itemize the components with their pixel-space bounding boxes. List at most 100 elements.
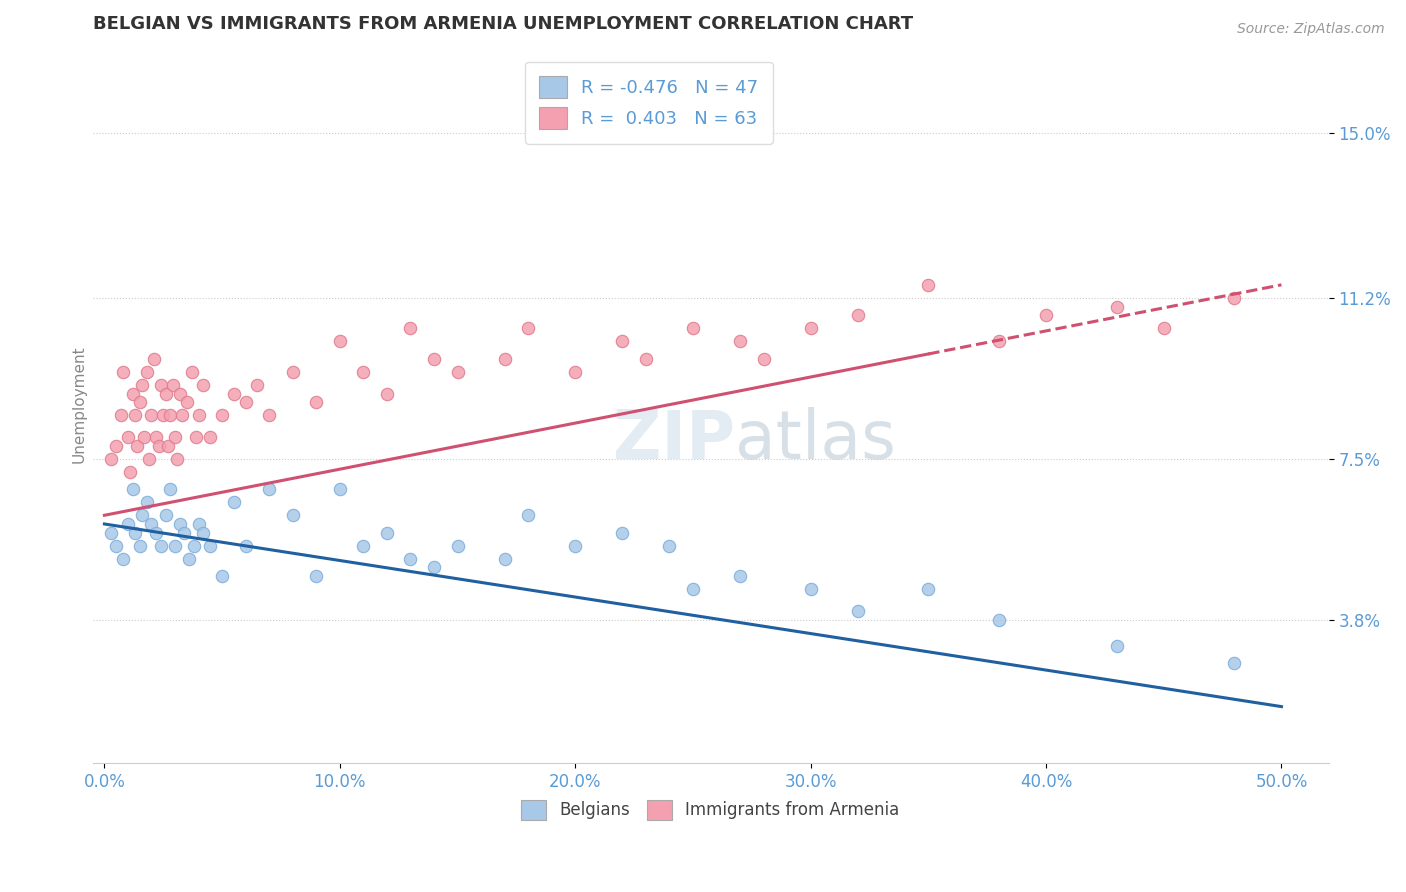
Point [728,334,751,349]
Point [138,451,160,466]
Point [169,516,191,531]
Text: Source: ZipAtlas.com: Source: ZipAtlas.com [1237,22,1385,37]
Point [257,482,280,496]
Point [446,365,468,379]
Point [1223,291,1246,305]
Point [145,430,167,444]
Point [155,386,177,401]
Point [222,386,245,401]
Point [752,351,775,366]
Point [110,409,132,423]
Point [375,386,398,401]
Point [117,516,139,531]
Point [148,439,170,453]
Point [517,508,540,523]
Point [163,430,186,444]
Point [399,321,422,335]
Point [211,569,233,583]
Point [564,539,586,553]
Point [846,308,869,322]
Point [235,395,257,409]
Point [375,525,398,540]
Point [131,377,153,392]
Point [117,430,139,444]
Point [281,508,304,523]
Point [173,525,195,540]
Point [1223,656,1246,670]
Point [149,377,172,392]
Point [183,539,205,553]
Point [155,508,177,523]
Point [159,409,181,423]
Point [105,539,128,553]
Point [156,439,179,453]
Point [494,351,516,366]
Point [1105,639,1128,653]
Point [145,525,167,540]
Point [917,277,939,292]
Legend: Belgians, Immigrants from Armenia: Belgians, Immigrants from Armenia [515,793,907,827]
Point [494,551,516,566]
Point [305,395,328,409]
Point [728,569,751,583]
Point [305,569,328,583]
Point [172,409,194,423]
Point [169,386,191,401]
Point [193,377,215,392]
Point [163,539,186,553]
Point [112,365,135,379]
Text: ZIP: ZIP [613,408,735,474]
Point [179,551,201,566]
Point [141,516,163,531]
Point [124,409,146,423]
Point [352,365,374,379]
Point [987,613,1010,627]
Point [187,409,209,423]
Point [800,582,823,597]
Point [186,430,208,444]
Point [128,539,150,553]
Point [112,551,135,566]
Point [917,582,939,597]
Point [127,439,149,453]
Point [682,582,704,597]
Point [257,409,280,423]
Point [235,539,257,553]
Point [121,386,143,401]
Point [987,334,1010,349]
Point [564,365,586,379]
Point [149,539,172,553]
Point [193,525,215,540]
Point [211,409,233,423]
Point [105,439,128,453]
Point [128,395,150,409]
Point [180,365,202,379]
Point [120,465,142,479]
Point [246,377,269,392]
Point [135,365,157,379]
Point [612,334,634,349]
Point [612,525,634,540]
Point [200,430,222,444]
Text: atlas: atlas [735,408,896,474]
Point [100,451,122,466]
Point [682,321,704,335]
Point [1105,300,1128,314]
Point [222,495,245,509]
Point [399,551,422,566]
Point [634,351,657,366]
Point [1153,321,1175,335]
Point [200,539,222,553]
Point [141,409,163,423]
Y-axis label: Unemployment: Unemployment [72,345,86,463]
Point [517,321,540,335]
Point [281,365,304,379]
Point [152,409,174,423]
Point [800,321,823,335]
Point [1035,308,1057,322]
Point [446,539,468,553]
Point [423,351,446,366]
Point [658,539,681,553]
Point [121,482,143,496]
Point [162,377,184,392]
